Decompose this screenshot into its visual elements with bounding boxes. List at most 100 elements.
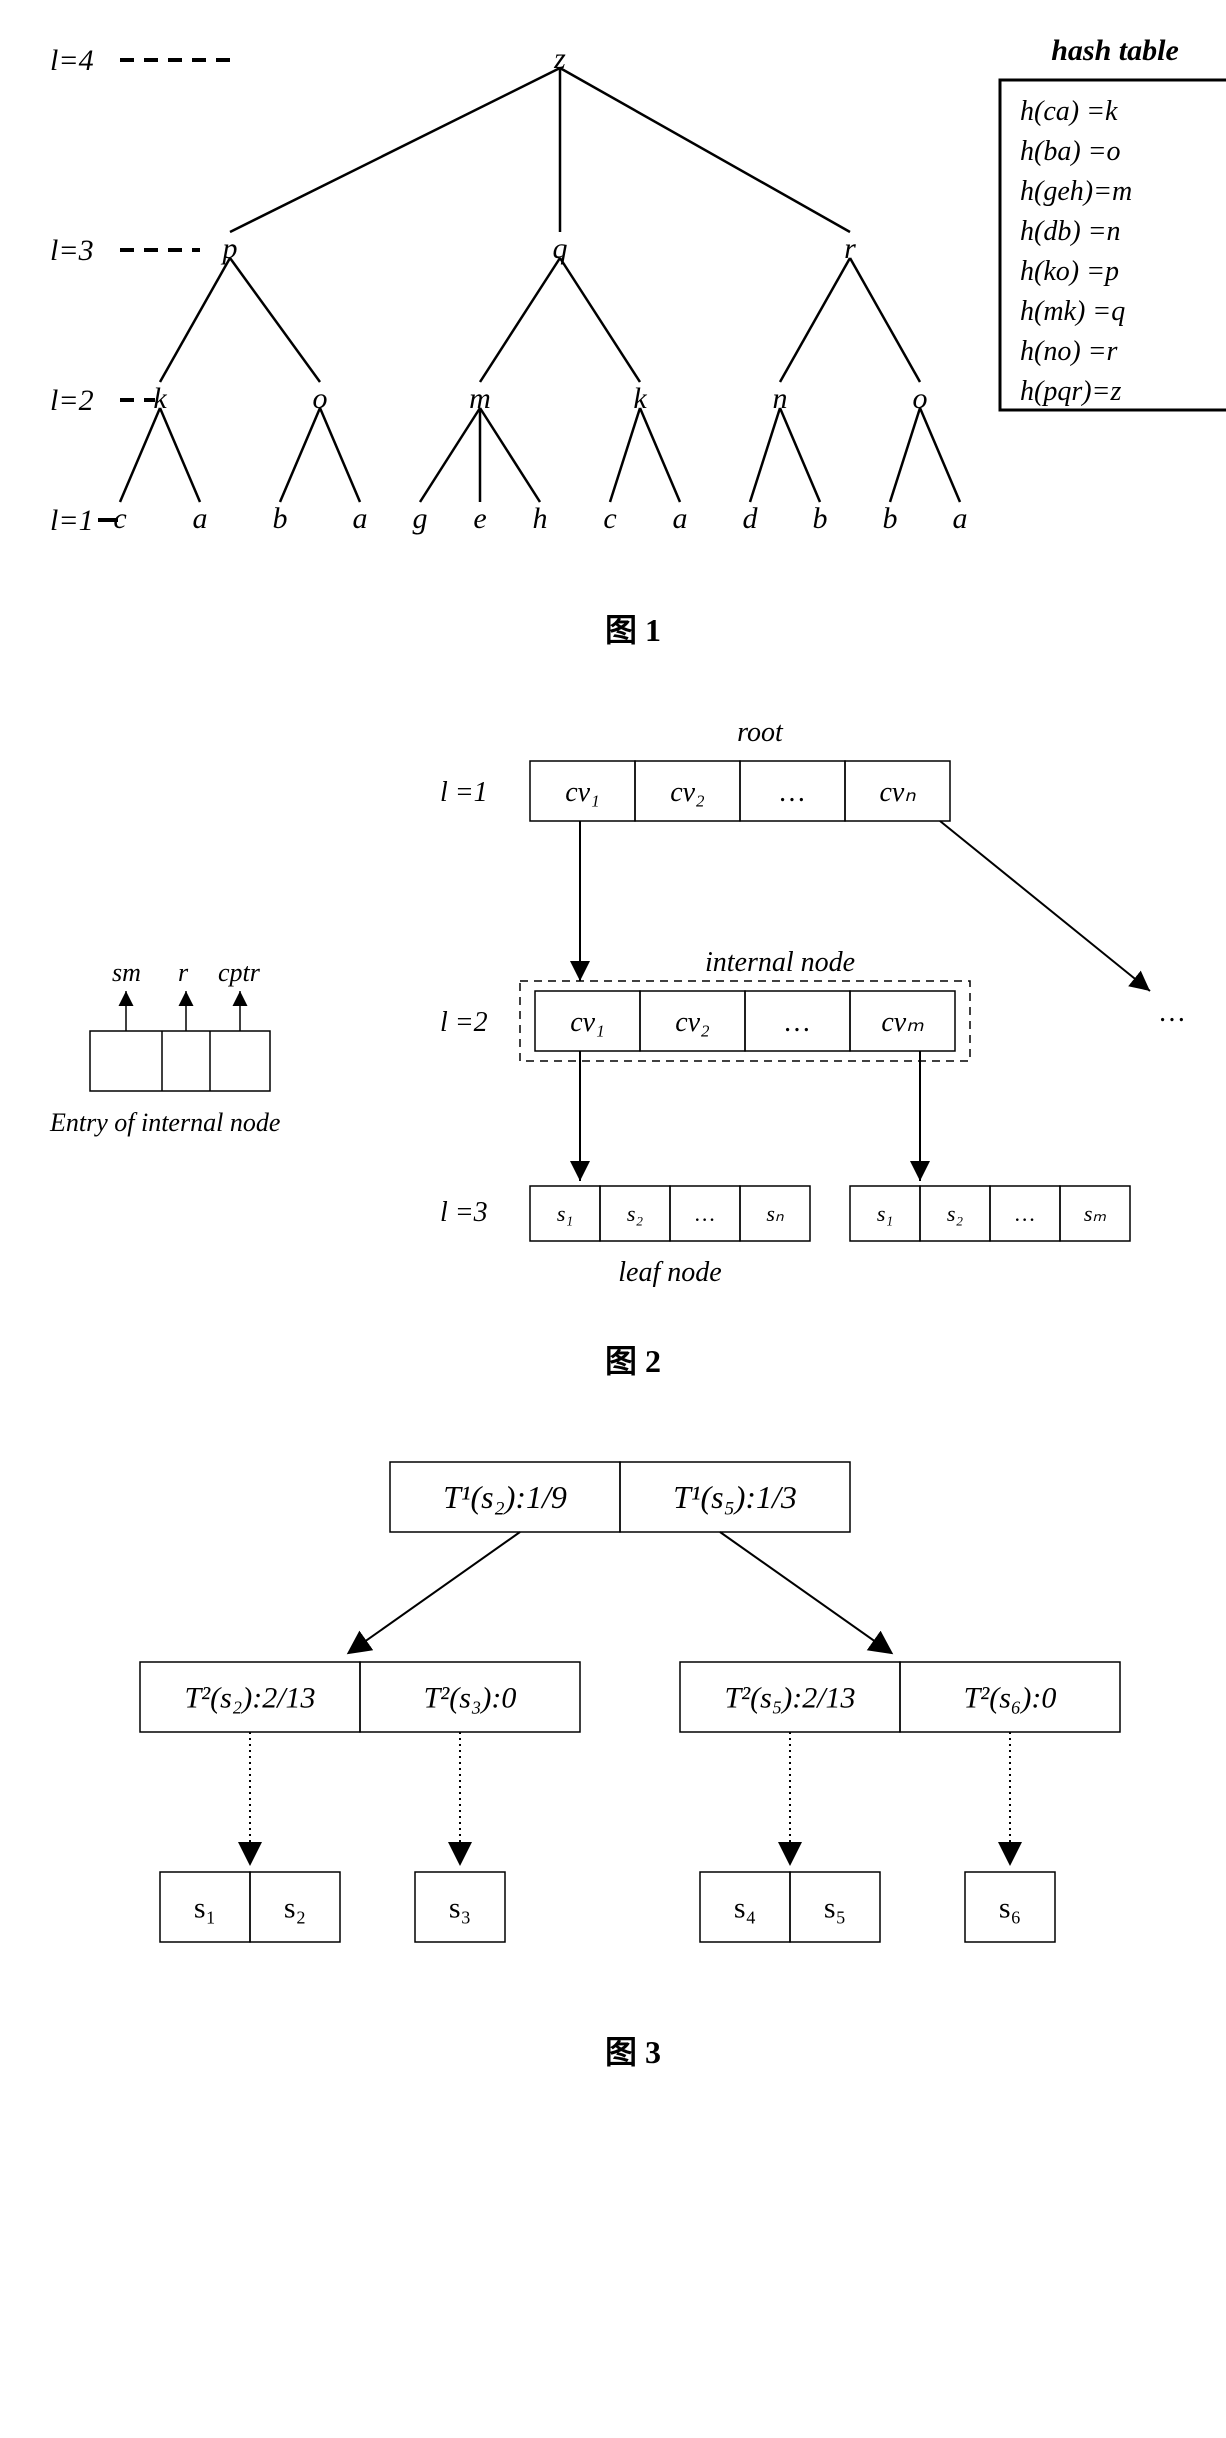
svg-text:a: a (353, 502, 368, 535)
svg-text:cvₙ: cvₙ (879, 777, 916, 808)
fig2-caption: 图 2 (20, 1336, 1226, 1382)
svg-text:k: k (633, 382, 647, 415)
fig3-leaf4: s₆ (965, 1872, 1055, 1942)
svg-text:h(no) =r: h(no) =r (1020, 336, 1118, 367)
svg-text:…: … (780, 777, 805, 808)
leaf-label: leaf node (618, 1257, 721, 1288)
level-label-2: l=2 (50, 384, 94, 417)
svg-text:s₁: s₁ (557, 1201, 573, 1226)
svg-text:n: n (773, 382, 788, 415)
svg-text:s₆: s₆ (999, 1892, 1021, 1925)
l3-label: l =3 (440, 1197, 488, 1228)
fig2-svg: sm r cptr Entry of internal node root l … (20, 691, 1226, 1311)
svg-text:a: a (673, 502, 688, 535)
fig3-right: T²(s₅):2/13 T²(s₆):0 (680, 1662, 1120, 1732)
fig3-svg: T¹(s₂):1/9 T¹(s₅):1/3 T²(s₂):2/13 T²(s₃):0… (20, 1422, 1226, 2002)
root-row: cv₁ cv₂ … cvₙ (530, 761, 950, 821)
level-label-1: l=1 (50, 504, 94, 537)
svg-text:o: o (313, 382, 328, 415)
edge-root-right (720, 1532, 890, 1652)
svg-text:h: h (533, 502, 548, 535)
svg-text:b: b (883, 502, 898, 535)
svg-text:s₂: s₂ (947, 1201, 964, 1226)
svg-text:T¹(s₂):1/9: T¹(s₂):1/9 (443, 1479, 567, 1515)
svg-text:T²(s₂):2/13: T²(s₂):2/13 (184, 1682, 315, 1715)
svg-text:o: o (913, 382, 928, 415)
svg-text:s₂: s₂ (284, 1892, 306, 1925)
figure-1: l=4 l=3 l=2 l=1 zpqrkomknocabagehcadbba … (20, 20, 1226, 651)
svg-text:d: d (743, 502, 759, 535)
hash-title: hash table (1051, 34, 1179, 67)
svg-text:e: e (473, 502, 486, 535)
entry-lbl-sm: sm (112, 958, 141, 987)
svg-text:s₅: s₅ (824, 1892, 846, 1925)
fig1-svg: l=4 l=3 l=2 l=1 zpqrkomknocabagehcadbba … (20, 20, 1226, 580)
svg-text:T²(s₅):2/13: T²(s₅):2/13 (724, 1682, 855, 1715)
svg-text:h(ca) =k: h(ca) =k (1020, 96, 1118, 127)
fig3-leaf1: s₁ s₂ (160, 1872, 340, 1942)
svg-text:h(db) =n: h(db) =n (1020, 216, 1121, 247)
svg-text:s₁: s₁ (194, 1892, 216, 1925)
svg-text:…: … (695, 1201, 715, 1226)
l2-label: l =2 (440, 1007, 488, 1038)
svg-text:z: z (553, 42, 566, 75)
svg-text:cvₘ: cvₘ (881, 1007, 924, 1038)
dots-right: … (1160, 997, 1185, 1028)
svg-text:k: k (153, 382, 167, 415)
svg-text:a: a (953, 502, 968, 535)
svg-text:p: p (221, 232, 238, 265)
svg-text:b: b (813, 502, 828, 535)
svg-text:T¹(s₅):1/3: T¹(s₅):1/3 (673, 1479, 797, 1515)
svg-text:cv₁: cv₁ (565, 777, 600, 808)
entry-caption: Entry of internal node (49, 1108, 280, 1137)
l1-label: l =1 (440, 777, 488, 808)
svg-text:s₃: s₃ (449, 1892, 471, 1925)
svg-text:m: m (469, 382, 491, 415)
root-label: root (737, 717, 784, 748)
svg-text:q: q (553, 232, 568, 265)
svg-text:c: c (113, 502, 126, 535)
figure-2: sm r cptr Entry of internal node root l … (20, 691, 1226, 1382)
svg-text:c: c (603, 502, 616, 535)
svg-text:s₁: s₁ (877, 1201, 893, 1226)
fig3-leaf2: s₃ (415, 1872, 505, 1942)
fig1-caption: 图 1 (20, 605, 1226, 651)
svg-text:g: g (413, 502, 428, 535)
entry-box-group: sm r cptr Entry of internal node (49, 958, 280, 1137)
svg-text:r: r (844, 232, 856, 265)
figure-3: T¹(s₂):1/9 T¹(s₅):1/3 T²(s₂):2/13 T²(s₃):0… (20, 1422, 1226, 2073)
entry-lbl-r: r (178, 958, 189, 987)
hash-entries: h(ca) =k h(ba) =o h(geh)=m h(db) =n h(ko) =p… (1020, 96, 1132, 407)
svg-text:h(mk) =q: h(mk) =q (1020, 296, 1125, 327)
svg-text:cv₂: cv₂ (675, 1007, 710, 1038)
arrow-root-right (940, 821, 1150, 991)
svg-text:h(pqr)=z: h(pqr)=z (1020, 376, 1121, 407)
edge-root-left (350, 1532, 520, 1652)
svg-text:a: a (193, 502, 208, 535)
svg-text:T²(s₃):0: T²(s₃):0 (424, 1682, 517, 1715)
fig3-leaf3: s₄s₅ (700, 1872, 880, 1942)
leaf1-row: s₁ s₂ … sₙ (530, 1186, 810, 1241)
svg-text:T²(s₆):0: T²(s₆):0 (964, 1682, 1057, 1715)
svg-text:sₙ: sₙ (766, 1201, 784, 1226)
level-label-4: l=4 (50, 44, 94, 77)
level-label-3: l=3 (50, 234, 94, 267)
svg-text:…: … (1015, 1201, 1035, 1226)
svg-text:sₘ: sₘ (1084, 1201, 1107, 1226)
svg-text:h(geh)=m: h(geh)=m (1020, 176, 1132, 207)
svg-text:h(ba) =o: h(ba) =o (1020, 136, 1121, 167)
svg-text:b: b (273, 502, 288, 535)
svg-text:…: … (785, 1007, 810, 1038)
entry-lbl-cptr: cptr (218, 958, 261, 987)
svg-text:s₂: s₂ (627, 1201, 644, 1226)
internal-row: cv₁ cv₂ … cvₘ (535, 991, 955, 1051)
fig3-root: T¹(s₂):1/9 T¹(s₅):1/3 (390, 1462, 850, 1532)
svg-text:cv₁: cv₁ (570, 1007, 605, 1038)
fig3-left: T²(s₂):2/13 T²(s₃):0 (140, 1662, 580, 1732)
svg-text:cv₂: cv₂ (670, 777, 705, 808)
fig1-edges (120, 68, 960, 502)
internal-label: internal node (705, 947, 855, 978)
fig3-caption: 图 3 (20, 2027, 1226, 2073)
svg-text:h(ko) =p: h(ko) =p (1020, 256, 1119, 287)
leaf2-row: s₁ s₂ … sₘ (850, 1186, 1130, 1241)
